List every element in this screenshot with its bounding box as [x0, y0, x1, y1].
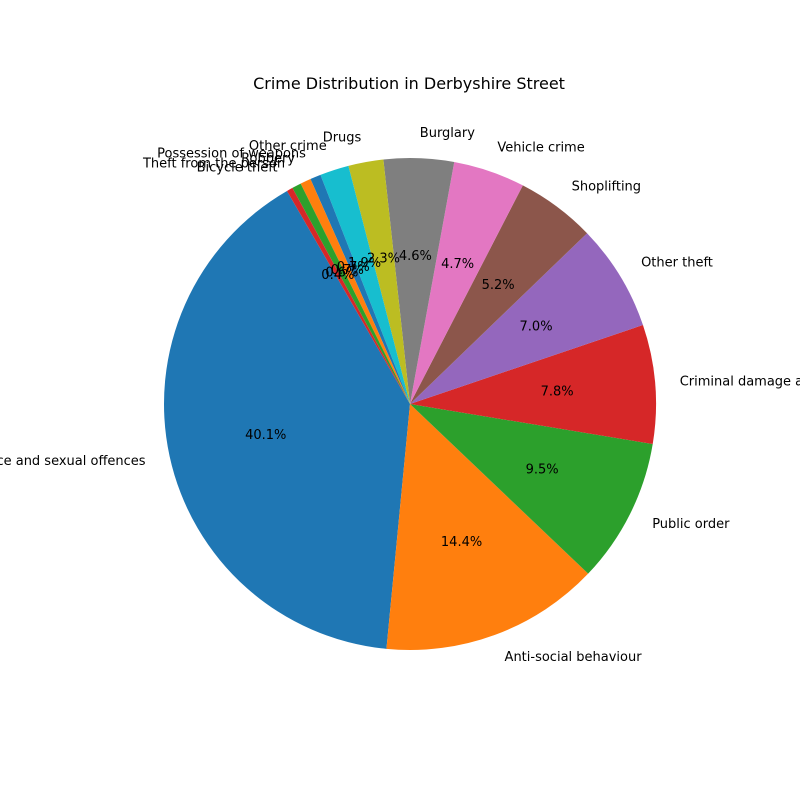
percentage-labels: 40.1% 14.4% 9.5% 7.8% 7.0% 5.2% 4.7% 4.6%2.3%1.… [245, 249, 574, 550]
pie-slice-vehicle-crime [410, 162, 523, 404]
pie-slice-anti-social-behaviour [386, 404, 589, 650]
pie-slice-other-crime [320, 165, 410, 404]
category-label-vehicle-crime: Vehicle crime [497, 140, 584, 155]
pie-slice-shoplifting [410, 185, 588, 404]
pct-label-drugs: 2.3% [367, 251, 400, 266]
category-label-violence-and-sexual-offences: Violence and sexual offences [0, 454, 146, 469]
pie-slice-public-order [410, 404, 653, 574]
category-label-drugs: Drugs [323, 130, 362, 145]
pct-label-burglary: 4.6% [399, 249, 432, 264]
pct-label-vehicle-crime: 4.7% [441, 257, 474, 272]
category-label-bicycle-theft: Bicycle theft [197, 160, 278, 175]
pie-slice-robbery [300, 179, 410, 404]
pie-slice-theft-from-the-person [292, 183, 410, 404]
pct-label-criminal-damage-and-arson: 7.8% [541, 384, 574, 399]
pct-label-other-crime: 1.9% [348, 256, 381, 271]
category-label-burglary: Burglary [420, 126, 475, 141]
category-label-shoplifting: Shoplifting [572, 179, 641, 194]
pct-label-anti-social-behaviour: 14.4% [441, 535, 482, 550]
pie-slice-drugs [348, 159, 410, 404]
pct-label-theft-from-the-person: 0.6% [325, 266, 358, 281]
category-label-other-theft: Other theft [641, 256, 713, 271]
pie-slices [163, 158, 656, 650]
pie-slice-bicycle-theft [287, 187, 410, 404]
pct-label-violence-and-sexual-offences: 40.1% [245, 428, 286, 443]
category-label-possession-of-weapons: Possession of weapons [157, 147, 306, 162]
pct-label-other-theft: 7.0% [520, 320, 553, 335]
category-label-anti-social-behaviour: Anti-social behaviour [505, 650, 643, 665]
pie-slice-possession-of-weapons [310, 174, 410, 404]
pct-label-shoplifting: 5.2% [482, 278, 515, 293]
pie-slice-violence-and-sexual-offences [163, 190, 410, 649]
chart-title: Crime Distribution in Derbyshire Street [253, 74, 565, 93]
category-label-criminal-damage-and-arson: Criminal damage and arson [680, 374, 800, 389]
pie-slice-other-theft [410, 233, 643, 404]
pct-label-bicycle-theft: 0.4% [321, 268, 354, 283]
category-label-robbery: Robbery [241, 152, 295, 167]
pie-slice-burglary [383, 158, 455, 404]
category-label-other-crime: Other crime [249, 139, 327, 154]
pct-label-robbery: 0.7% [331, 263, 364, 278]
category-labels: Violence and sexual offences Anti-social … [0, 126, 800, 665]
category-label-public-order: Public order [652, 517, 730, 532]
pct-label-public-order: 9.5% [526, 462, 559, 477]
category-label-theft-from-the-person: Theft from the person [142, 156, 285, 171]
pct-label-possession-of-weapons: 0.7% [337, 260, 370, 275]
pie-slice-criminal-damage-and-arson [410, 324, 656, 445]
